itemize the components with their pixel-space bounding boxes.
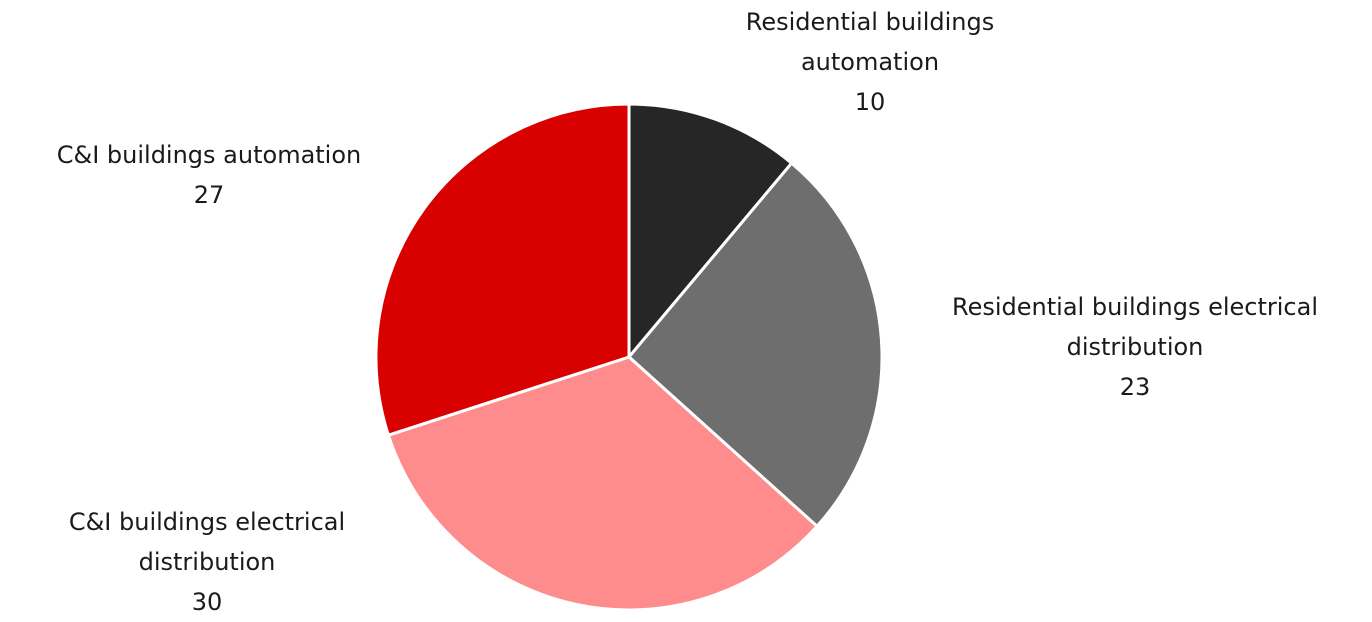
pie-slice [627, 102, 794, 359]
category-label: C&I buildings electrical distribution [68, 508, 346, 576]
slice-label: Residential buildings electrical distrib… [905, 287, 1365, 407]
category-label: C&I buildings automation [56, 141, 362, 169]
value-label: 27 [193, 181, 225, 209]
pie-slice [374, 102, 631, 437]
slice-label: C&I buildings electrical distribution 30 [22, 502, 392, 622]
value-label: 30 [191, 588, 223, 616]
category-label: Residential buildings electrical distrib… [952, 293, 1318, 361]
pie-slice [627, 161, 884, 528]
slice-label: Residential buildings automation 10 [705, 2, 1035, 122]
category-label: Residential buildings automation [745, 8, 995, 76]
pie-slice [386, 355, 819, 612]
value-label: 10 [854, 88, 886, 116]
slice-label: C&I buildings automation 27 [0, 135, 419, 215]
value-label: 23 [1119, 373, 1151, 401]
